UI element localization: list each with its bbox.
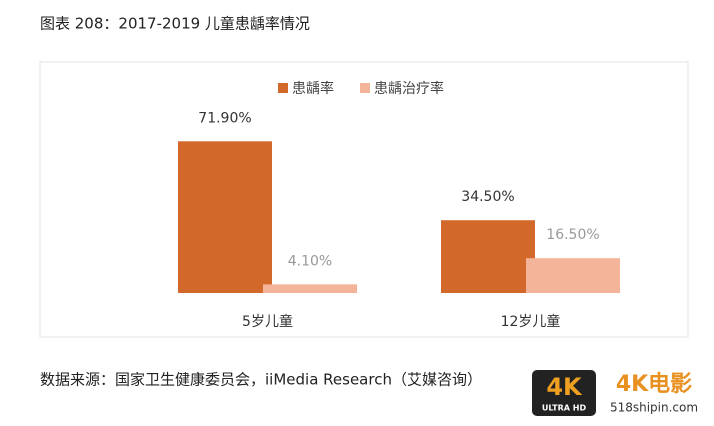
watermark-badge: 4K — [546, 373, 583, 401]
bar — [441, 220, 535, 293]
x-tick-label: 5岁儿童 — [242, 313, 293, 330]
legend-label: 患龋治疗率 — [374, 80, 444, 97]
source: 数据来源：国家卫生健康委员会，iiMedia Research（艾媒咨询） — [40, 371, 482, 389]
legend-swatch — [278, 83, 288, 93]
watermark-site: 518shipin.com — [610, 401, 698, 415]
watermark-brand: 4K电影 — [616, 372, 692, 397]
chart-title: 图表 208：2017-2019 儿童患龋率情况 — [40, 15, 310, 33]
value-label: 71.90% — [198, 110, 251, 126]
value-label: 16.50% — [546, 227, 599, 243]
watermark-badge-sub: ULTRA HD — [542, 404, 587, 413]
legend-label: 患龋率 — [292, 80, 334, 97]
plot-frame — [39, 61, 689, 338]
bar — [178, 141, 272, 293]
watermark-badge-bg — [532, 370, 596, 416]
legend-swatch — [360, 83, 370, 93]
value-label: 34.50% — [461, 189, 514, 205]
bar — [526, 258, 620, 293]
bar — [263, 284, 357, 293]
value-label: 4.10% — [288, 253, 332, 269]
x-tick-label: 12岁儿童 — [501, 313, 561, 330]
